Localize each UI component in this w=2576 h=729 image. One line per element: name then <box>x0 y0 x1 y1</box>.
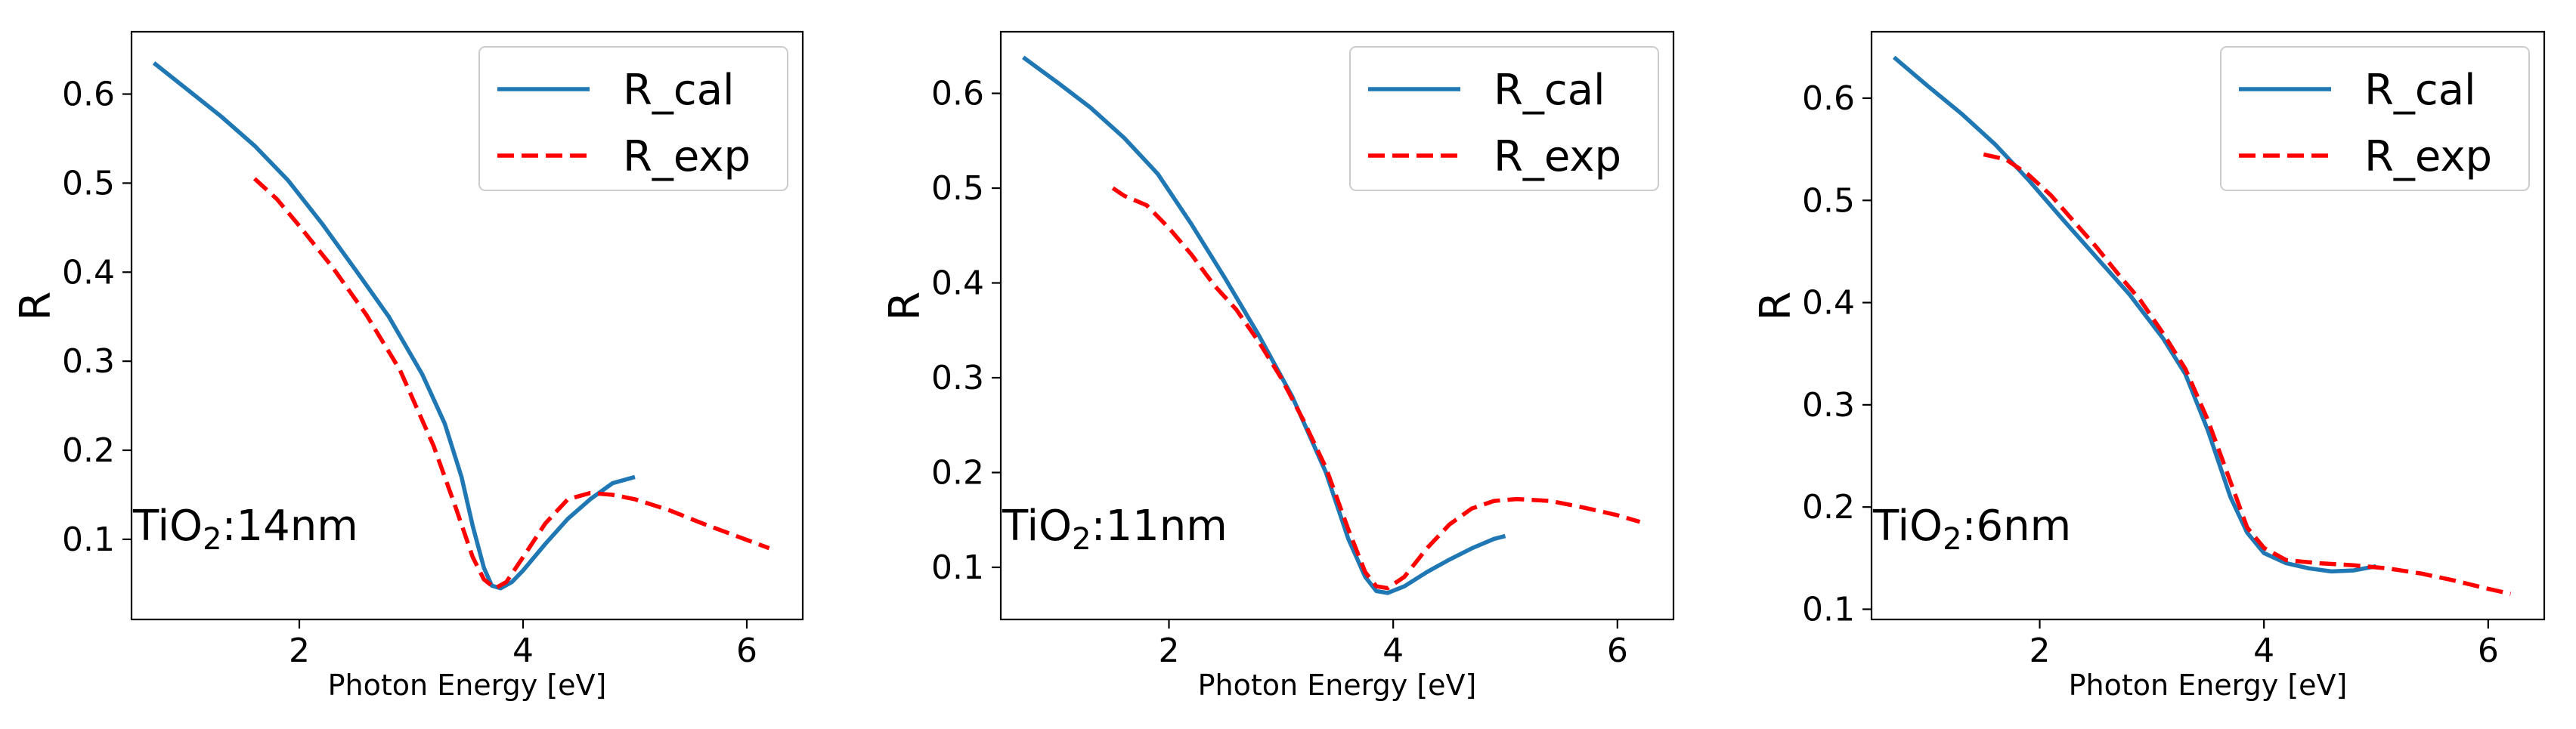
chart-panel-2: 2 4 6 0.1 0.2 0.3 0.4 0.5 0.6 Photon Energy [eV] R… <box>881 30 1675 702</box>
series-line-r-exp <box>252 177 770 591</box>
annotation-subscript: 2 <box>1943 522 1961 557</box>
annotation-main: TiO <box>1002 502 1072 551</box>
x-tick-label: 6 <box>2478 632 2499 670</box>
y-axis-label: R <box>881 292 930 321</box>
series-line-r-exp <box>1111 186 1641 591</box>
legend-label: R_exp <box>1494 132 1621 181</box>
y-tick-label: 0.5 <box>1802 181 1855 220</box>
x-tick-label: 2 <box>1159 632 1180 670</box>
plot-frame <box>130 30 804 621</box>
y-tick-label: 0.3 <box>1802 386 1855 425</box>
y-tick-label: 0.6 <box>1802 79 1855 118</box>
y-tick-label: 0.2 <box>62 431 115 470</box>
x-tick-label: 2 <box>2030 632 2051 670</box>
thickness-annotation: TiO2:14nm <box>132 502 358 557</box>
annotation-tail: :6nm <box>1962 502 2072 551</box>
y-tick-label: 0.6 <box>931 75 984 113</box>
y-tick-label: 0.6 <box>62 76 115 114</box>
legend-label: R_exp <box>2364 132 2492 181</box>
legend: R_cal R_exp <box>2220 46 2530 191</box>
x-tick-label: 4 <box>512 632 534 670</box>
y-axis-label: R <box>1751 292 1800 321</box>
series-line-r-cal <box>152 61 636 591</box>
annotation-subscript: 2 <box>203 522 221 557</box>
x-axis-label: Photon Energy [eV] <box>1198 669 1477 702</box>
thickness-annotation: TiO2:11nm <box>1002 502 1228 557</box>
y-tick-label: 0.3 <box>62 342 115 381</box>
plot-frame <box>999 30 1675 621</box>
annotation-main: TiO <box>132 502 203 551</box>
legend-label: R_cal <box>2364 66 2476 115</box>
legend: R_cal R_exp <box>478 46 788 191</box>
y-tick-label: 0.4 <box>1802 284 1855 323</box>
y-axis-label: R <box>11 292 60 321</box>
x-tick-label: 6 <box>736 632 757 670</box>
x-tick-label: 6 <box>1607 632 1628 670</box>
x-axis-label: Photon Energy [eV] <box>2069 669 2348 702</box>
y-tick-label: 0.5 <box>62 164 115 202</box>
annotation-tail: :14nm <box>222 502 358 551</box>
legend-label: R_cal <box>623 66 735 115</box>
x-tick-label: 4 <box>1382 632 1404 670</box>
thickness-annotation: TiO2:6nm <box>1872 502 2071 557</box>
annotation-subscript: 2 <box>1072 522 1091 557</box>
annotation-tail: :11nm <box>1091 502 1228 551</box>
y-tick-label: 0.2 <box>931 454 984 493</box>
y-tick-label: 0.1 <box>62 520 115 559</box>
y-tick-label: 0.1 <box>1802 590 1855 629</box>
y-tick-label: 0.3 <box>931 359 984 397</box>
legend: R_cal R_exp <box>1349 46 1659 191</box>
x-axis-label: Photon Energy [eV] <box>328 669 607 702</box>
y-tick-label: 0.4 <box>931 264 984 303</box>
y-tick-label: 0.4 <box>62 253 115 292</box>
y-tick-label: 0.1 <box>931 548 984 587</box>
y-tick-label: 0.2 <box>1802 488 1855 527</box>
legend-label: R_exp <box>623 132 751 181</box>
chart-panel-3: 2 4 6 0.1 0.2 0.3 0.4 0.5 0.6 Photon Energy [eV] R… <box>1751 30 2546 702</box>
plot-frame <box>1870 30 2546 621</box>
y-tick-label: 0.5 <box>931 169 984 208</box>
legend-label: R_cal <box>1494 66 1605 115</box>
series-line-r-exp <box>1983 152 2512 596</box>
x-tick-label: 2 <box>289 632 310 670</box>
chart-panel-1: 2 4 6 0.1 0.2 0.3 0.4 0.5 0.6 Photon Energy [eV] R… <box>11 30 804 702</box>
x-tick-label: 4 <box>2253 632 2274 670</box>
series-line-r-cal <box>1022 55 1506 595</box>
annotation-main: TiO <box>1872 502 1943 551</box>
